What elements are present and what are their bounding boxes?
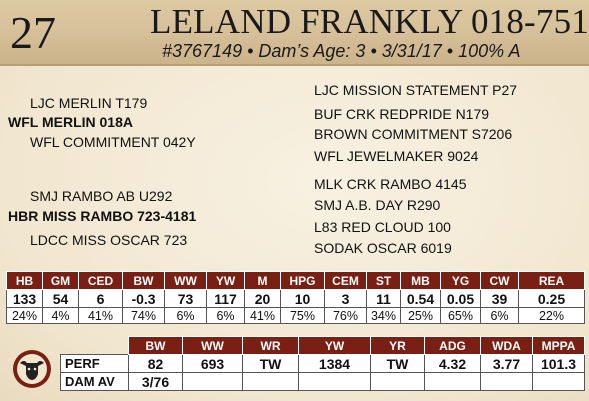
performance-header-row: BW WW WR YW YR ADG WDA MPPA	[61, 336, 585, 355]
epd-header-row: HB GM CED BW WW YW M HPG CEM ST MB YG CW…	[6, 271, 585, 290]
epd-header-cell: HB	[6, 271, 43, 290]
epd-percentile-cell: 65%	[440, 307, 481, 324]
performance-value-cell: 3.77	[480, 354, 533, 373]
epd-value-cell: 39	[480, 289, 519, 308]
epd-value-cell: 20	[244, 289, 281, 308]
bull-head-logo-icon	[13, 350, 51, 388]
epd-percentile-cell: 34%	[366, 307, 401, 324]
epd-header-cell: CEM	[324, 271, 367, 290]
sire: WFL MERLIN 018A	[8, 114, 133, 130]
epd-header-cell: REA	[518, 271, 585, 290]
epd-value-row: 133 54 6 -0.3 73 117 20 10 3 11 0.54 0.0…	[6, 289, 585, 308]
performance-header-cell: MPPA	[532, 336, 585, 355]
epd-percentile-cell: 4%	[42, 307, 79, 324]
performance-table: BW WW WR YW YR ADG WDA MPPA PERF 82 693 …	[60, 336, 585, 391]
epd-header-cell: GM	[42, 271, 79, 290]
pedigree-right-item: WFL JEWELMAKER 9024	[314, 148, 479, 164]
epd-header-cell: CW	[480, 271, 519, 290]
performance-value-cell	[370, 372, 425, 391]
epd-value-cell: 0.25	[518, 289, 585, 308]
sire-sire: LJC MERLIN T179	[30, 95, 148, 111]
performance-header-cell: WW	[182, 336, 243, 355]
epd-percentile-cell: 75%	[280, 307, 325, 324]
performance-value-cell	[424, 372, 481, 391]
performance-value-cell: 4.32	[424, 354, 481, 373]
epd-percentile-cell: 24%	[6, 307, 43, 324]
epd-header-cell: M	[244, 271, 281, 290]
epd-header-cell: MB	[400, 271, 441, 290]
performance-header-cell: ADG	[424, 336, 481, 355]
epd-value-cell: 6	[78, 289, 123, 308]
sire-dam: WFL COMMITMENT 042Y	[30, 134, 196, 150]
epd-value-cell: 54	[42, 289, 79, 308]
performance-header-cell: YR	[370, 336, 425, 355]
epd-percentile-cell: 25%	[400, 307, 441, 324]
performance-header-cell: YW	[298, 336, 371, 355]
pedigree-right-item: SODAK OSCAR 6019	[314, 240, 452, 256]
performance-value-cell	[298, 372, 371, 391]
epd-percentile-cell: 41%	[244, 307, 281, 324]
performance-header-cell: WDA	[480, 336, 533, 355]
epd-value-cell: 73	[164, 289, 207, 308]
performance-value-cell: 1384	[298, 354, 371, 373]
performance-value-cell	[480, 372, 533, 391]
pedigree-right-item: L83 RED CLOUD 100	[314, 219, 451, 235]
pedigree-right-item: LJC MISSION STATEMENT P27	[314, 82, 518, 98]
dam-sire: SMJ RAMBO AB U292	[30, 188, 173, 204]
performance-value-cell	[182, 372, 243, 391]
header-band: 27 LELAND FRANKLY 018-7511 #3767149 • Da…	[0, 0, 589, 66]
lot-number: 27	[10, 7, 56, 58]
dam: HBR MISS RAMBO 723-4181	[8, 208, 197, 224]
epd-percentile-cell: 74%	[122, 307, 165, 324]
pedigree-right-item: BUF CRK REDPRIDE N179	[314, 106, 490, 122]
performance-value-cell: 693	[182, 354, 243, 373]
epd-header-cell: ST	[366, 271, 401, 290]
epd-value-cell: 10	[280, 289, 325, 308]
performance-value-cell: TW	[242, 354, 299, 373]
epd-percentile-cell: 6%	[206, 307, 245, 324]
performance-value-cell	[242, 372, 299, 391]
performance-header-cell: BW	[128, 336, 183, 355]
dam-dam: LDCC MISS OSCAR 723	[30, 232, 188, 248]
pedigree-right-item: SMJ A.B. DAY R290	[314, 197, 441, 213]
epd-percentile-cell: 6%	[480, 307, 519, 324]
performance-value-cell	[532, 372, 585, 391]
epd-value-cell: 11	[366, 289, 401, 308]
epd-header-cell: YW	[206, 271, 245, 290]
epd-header-cell: HPG	[280, 271, 325, 290]
epd-percentile-cell: 22%	[518, 307, 585, 324]
epd-table: HB GM CED BW WW YW M HPG CEM ST MB YG CW…	[6, 271, 585, 324]
performance-value-cell: 101.3	[532, 354, 585, 373]
epd-value-cell: 0.54	[400, 289, 441, 308]
pedigree-right-item: MLK CRK RAMBO 4145	[314, 176, 467, 192]
epd-percentile-cell: 41%	[78, 307, 123, 324]
epd-percentile-cell: 6%	[164, 307, 207, 324]
performance-value-cell: 82	[128, 354, 183, 373]
performance-corner	[61, 337, 129, 355]
performance-value-cell: TW	[370, 354, 425, 373]
epd-value-cell: 0.05	[440, 289, 481, 308]
performance-value-cell: 3/76	[128, 372, 183, 391]
epd-header-cell: YG	[440, 271, 481, 290]
row-label: PERF	[60, 354, 129, 373]
pedigree-right-item: BROWN COMMITMENT S7206	[314, 126, 513, 142]
epd-percentile-cell: 76%	[324, 307, 367, 324]
performance-perf-row: PERF 82 693 TW 1384 TW 4.32 3.77 101.3	[60, 354, 585, 373]
performance-header-cell: WR	[242, 336, 299, 355]
animal-name: LELAND FRANKLY 018-7511	[150, 2, 589, 41]
registration-line: #3767149 • Dam’s Age: 3 • 3/31/17 • 100%…	[162, 41, 521, 61]
epd-value-cell: 3	[324, 289, 367, 308]
epd-header-cell: BW	[122, 271, 165, 290]
epd-value-cell: 133	[6, 289, 43, 308]
epd-value-cell: 117	[206, 289, 245, 308]
performance-dam-row: DAM AV 3/76	[60, 372, 585, 391]
epd-header-cell: CED	[78, 271, 123, 290]
row-label: DAM AV	[60, 372, 129, 391]
epd-value-cell: -0.3	[122, 289, 165, 308]
epd-header-cell: WW	[164, 271, 207, 290]
epd-percentile-row: 24% 4% 41% 74% 6% 6% 41% 75% 76% 34% 25%…	[6, 307, 585, 324]
